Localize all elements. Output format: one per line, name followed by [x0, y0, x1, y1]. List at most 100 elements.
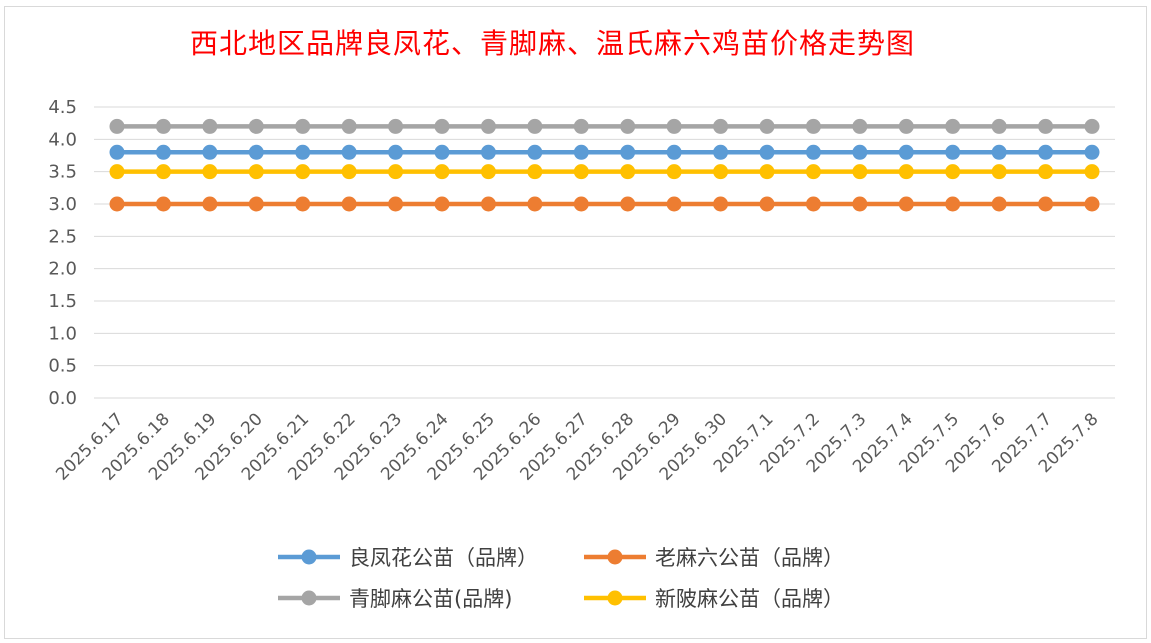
data-point	[388, 118, 404, 134]
data-point	[1038, 164, 1054, 180]
data-point	[109, 144, 125, 160]
data-point	[713, 164, 729, 180]
data-point	[248, 164, 264, 180]
data-point	[898, 196, 914, 212]
data-point	[991, 144, 1007, 160]
data-point	[1084, 144, 1100, 160]
data-point	[295, 118, 311, 134]
data-point	[1084, 164, 1100, 180]
data-point	[202, 118, 218, 134]
data-point	[620, 118, 636, 134]
data-point	[388, 144, 404, 160]
data-point	[155, 144, 171, 160]
data-point	[109, 164, 125, 180]
x-axis: 2025.6.172025.6.182025.6.192025.6.202025…	[52, 409, 1102, 484]
data-point	[898, 144, 914, 160]
data-point	[480, 196, 496, 212]
y-tick-label: 3.5	[48, 162, 77, 183]
data-point	[759, 196, 775, 212]
data-point	[341, 196, 357, 212]
data-point	[527, 196, 543, 212]
data-point	[1038, 118, 1054, 134]
data-point	[1084, 196, 1100, 212]
data-point	[295, 144, 311, 160]
data-point	[388, 164, 404, 180]
y-tick-label: 0.5	[48, 356, 77, 377]
data-point	[434, 118, 450, 134]
data-point	[852, 118, 868, 134]
legend-item: 老麻六公苗（品牌）	[584, 546, 844, 570]
data-point	[1084, 118, 1100, 134]
data-point	[109, 196, 125, 212]
data-point	[341, 118, 357, 134]
data-point	[434, 144, 450, 160]
data-point	[202, 164, 218, 180]
data-point	[248, 144, 264, 160]
data-point	[945, 118, 961, 134]
data-point	[295, 164, 311, 180]
data-point	[202, 196, 218, 212]
legend-item: 青脚麻公苗(品牌)	[278, 587, 512, 611]
data-point	[805, 164, 821, 180]
series-lines	[109, 118, 1100, 212]
data-point	[759, 164, 775, 180]
data-point	[155, 196, 171, 212]
data-point	[341, 144, 357, 160]
data-point	[991, 196, 1007, 212]
data-point	[573, 164, 589, 180]
series-2	[109, 196, 1100, 212]
data-point	[434, 196, 450, 212]
data-point	[898, 118, 914, 134]
legend-item: 良凤花公苗（品牌）	[278, 546, 538, 570]
data-point	[1038, 196, 1054, 212]
legend-label: 老麻六公苗（品牌）	[655, 546, 844, 570]
data-point	[480, 164, 496, 180]
data-point	[805, 144, 821, 160]
data-point	[388, 196, 404, 212]
data-point	[480, 144, 496, 160]
data-point	[666, 196, 682, 212]
chart-border	[4, 6, 1147, 639]
data-point	[248, 118, 264, 134]
data-point	[527, 164, 543, 180]
data-point	[852, 144, 868, 160]
data-point	[991, 164, 1007, 180]
data-point	[202, 144, 218, 160]
y-tick-label: 1.0	[48, 323, 77, 344]
data-point	[480, 118, 496, 134]
data-point	[573, 144, 589, 160]
data-point	[898, 164, 914, 180]
legend-swatch-marker	[301, 549, 317, 565]
chart-title: 西北地区品牌良凤花、青脚麻、温氏麻六鸡苗价格走势图	[189, 27, 915, 60]
legend-label: 新陂麻公苗（品牌）	[655, 587, 844, 611]
data-point	[759, 118, 775, 134]
data-point	[620, 144, 636, 160]
data-point	[759, 144, 775, 160]
data-point	[945, 164, 961, 180]
data-point	[805, 118, 821, 134]
data-point	[666, 164, 682, 180]
y-axis: 0.0 0.5 1.0 1.5 2.0 2.5 3.0 3.5 4.0 4.5	[48, 97, 77, 409]
y-tick-label: 2.0	[48, 259, 77, 280]
data-point	[527, 144, 543, 160]
data-point	[945, 196, 961, 212]
data-point	[713, 118, 729, 134]
data-point	[434, 164, 450, 180]
y-tick-label: 0.0	[48, 388, 77, 409]
data-point	[109, 118, 125, 134]
data-point	[945, 144, 961, 160]
data-point	[341, 164, 357, 180]
data-point	[295, 196, 311, 212]
y-tick-label: 3.0	[48, 194, 77, 215]
legend-item: 新陂麻公苗（品牌）	[584, 587, 844, 611]
y-tick-label: 4.5	[48, 97, 77, 118]
series-1	[109, 144, 1100, 160]
y-tick-label: 4.0	[48, 129, 77, 150]
legend-swatch-marker	[301, 590, 317, 606]
series-4	[109, 164, 1100, 180]
data-point	[527, 118, 543, 134]
data-point	[805, 196, 821, 212]
data-point	[155, 164, 171, 180]
